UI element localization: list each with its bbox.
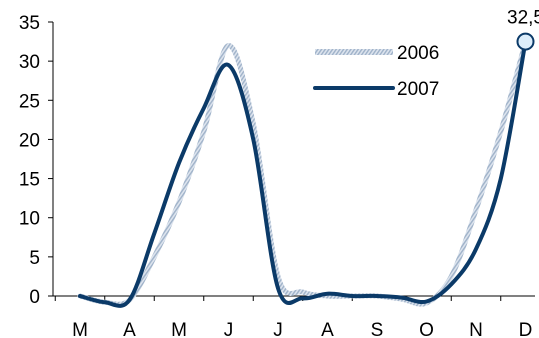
- x-tick-label: J: [224, 320, 234, 338]
- y-tick-label: 35: [19, 13, 40, 34]
- x-tick-label: M: [72, 320, 88, 338]
- y-tick-label: 15: [19, 170, 40, 191]
- y-tick-label: 0: [29, 287, 40, 308]
- x-tick-label: O: [419, 320, 434, 338]
- y-tick-label: 30: [19, 52, 40, 73]
- y-axis: 0 5 10 15 20 25 30 35: [19, 13, 54, 308]
- x-tick-label: N: [469, 320, 483, 338]
- x-tick-label: M: [171, 320, 187, 338]
- y-tick-label: 10: [19, 209, 40, 230]
- x-tick-label: A: [123, 320, 136, 338]
- series-line-2006: [77, 39, 528, 307]
- legend: 2006 2007: [313, 43, 439, 100]
- x-tick-label: A: [321, 320, 334, 338]
- y-tick-label: 5: [29, 248, 40, 269]
- data-point-marker: [516, 32, 535, 51]
- x-tick-label: J: [273, 320, 283, 338]
- y-tick-label: 20: [19, 130, 40, 151]
- series-line-2007: [78, 39, 528, 308]
- legend-label-2007: 2007: [397, 79, 439, 100]
- x-tick-label: S: [371, 320, 384, 338]
- plot-area: 32,5: [77, 8, 539, 308]
- data-label: 32,5: [507, 8, 539, 29]
- legend-label-2006: 2006: [397, 43, 439, 64]
- x-tick-label: D: [519, 320, 533, 338]
- y-tick-label: 25: [19, 91, 40, 112]
